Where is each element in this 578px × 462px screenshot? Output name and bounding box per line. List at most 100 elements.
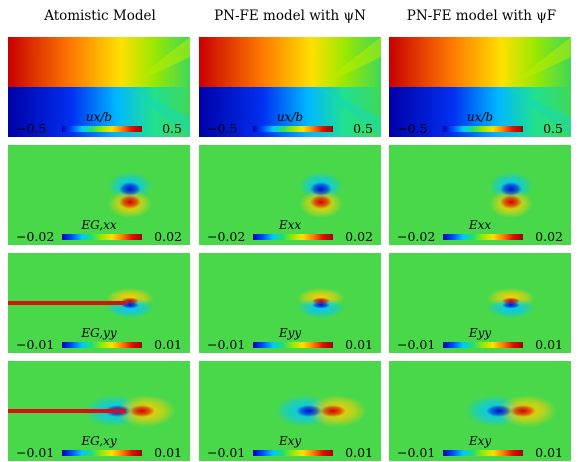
colorbar-gradient xyxy=(62,234,142,240)
colorbar: Eyy −0.01 0.01 xyxy=(389,327,571,351)
field-map xyxy=(8,145,190,245)
colorbar-max-label: 0.02 xyxy=(345,229,373,244)
negative-lobe xyxy=(296,405,322,417)
colorbar-min-label: −0.01 xyxy=(16,445,55,460)
colorbar-gradient xyxy=(253,234,333,240)
field-label: Exx xyxy=(468,218,492,232)
colorbar-gradient xyxy=(62,342,142,348)
colorbar-min-label: −0.5 xyxy=(16,121,47,136)
colorbar: ux/b −0.5 0.5 xyxy=(199,111,381,135)
field-label: Exy xyxy=(468,434,492,448)
colorbar-max-label: 0.01 xyxy=(535,445,563,460)
colorbar: EG,yy −0.01 0.01 xyxy=(8,327,190,351)
colorbar: EG,xy −0.01 0.01 xyxy=(8,435,190,459)
field-panel-exx-col3: Exx −0.02 0.02 xyxy=(389,145,571,245)
field-map xyxy=(389,253,571,353)
field-panel-exy-col2: Exy −0.01 0.01 xyxy=(199,361,381,461)
field-panel-exx-col2: Exx −0.02 0.02 xyxy=(199,145,381,245)
field-panel-exx-col1: EG,xx −0.02 0.02 xyxy=(8,145,190,245)
colorbar-gradient xyxy=(253,342,333,348)
colorbar: Eyy −0.01 0.01 xyxy=(199,327,381,351)
colorbar-max-label: 0.01 xyxy=(154,445,182,460)
field-panel-ux-col3: ux/b −0.5 0.5 xyxy=(389,37,571,137)
slip-plane-line xyxy=(8,301,126,305)
colorbar-min-label: −0.02 xyxy=(207,229,246,244)
field-label: ux/b xyxy=(85,110,113,124)
colorbar-min-label: −0.5 xyxy=(397,121,428,136)
colorbar-min-label: −0.01 xyxy=(397,337,436,352)
colorbar-min-label: −0.02 xyxy=(397,229,436,244)
colorbar-max-label: 0.01 xyxy=(535,337,563,352)
colorbar-max-label: 0.02 xyxy=(535,229,563,244)
field-label: Exy xyxy=(278,434,302,448)
positive-lobe xyxy=(119,195,141,209)
field-panel-eyy-col1: EG,yy −0.01 0.01 xyxy=(8,253,190,353)
colorbar-min-label: −0.02 xyxy=(16,229,55,244)
slip-plane-line xyxy=(8,409,126,413)
field-label: Eyy xyxy=(278,326,302,340)
colorbar: Exy −0.01 0.01 xyxy=(199,435,381,459)
field-label: ux/b xyxy=(466,110,494,124)
colorbar-gradient xyxy=(253,126,333,132)
negative-lobe xyxy=(119,182,141,196)
field-panel-eyy-col3: Eyy −0.01 0.01 xyxy=(389,253,571,353)
colorbar-max-label: 0.5 xyxy=(543,121,563,136)
colorbar: Exy −0.01 0.01 xyxy=(389,435,571,459)
field-panel-eyy-col2: Eyy −0.01 0.01 xyxy=(199,253,381,353)
field-map xyxy=(389,145,571,245)
colorbar-min-label: −0.5 xyxy=(207,121,238,136)
positive-lobe xyxy=(510,405,536,417)
field-label: ux/b xyxy=(276,110,304,124)
colorbar-max-label: 0.5 xyxy=(353,121,373,136)
negative-lobe xyxy=(500,182,522,196)
colorbar-gradient xyxy=(443,342,523,348)
field-map xyxy=(8,361,190,461)
negative-lobe xyxy=(486,405,512,417)
field-label: EG,xy xyxy=(81,434,117,448)
column-title-pn-fe-psi-n: PN-FE model with ψN xyxy=(214,8,366,24)
field-map xyxy=(199,37,381,137)
colorbar-max-label: 0.5 xyxy=(162,121,182,136)
colorbar-max-label: 0.01 xyxy=(345,445,373,460)
positive-lobe xyxy=(129,405,155,417)
negative-lobe xyxy=(502,301,520,309)
field-label: EG,xx xyxy=(81,218,117,232)
positive-lobe xyxy=(310,195,332,209)
field-map xyxy=(389,361,571,461)
field-panel-ux-col2: ux/b −0.5 0.5 xyxy=(199,37,381,137)
colorbar: ux/b −0.5 0.5 xyxy=(389,111,571,135)
colorbar: Exx −0.02 0.02 xyxy=(199,219,381,243)
field-map xyxy=(199,145,381,245)
negative-lobe xyxy=(310,182,332,196)
colorbar: EG,xx −0.02 0.02 xyxy=(8,219,190,243)
positive-lobe xyxy=(500,195,522,209)
colorbar-min-label: −0.01 xyxy=(397,445,436,460)
colorbar-min-label: −0.01 xyxy=(207,445,246,460)
column-title-pn-fe-psi-f: PN-FE model with ψF xyxy=(406,8,557,24)
colorbar-gradient xyxy=(443,450,523,456)
column-title-atomistic: Atomistic Model xyxy=(44,8,156,24)
field-label: EG,yy xyxy=(81,326,117,340)
field-panel-ux-col1: ux/b −0.5 0.5 xyxy=(8,37,190,137)
field-panel-exy-col1: EG,xy −0.01 0.01 xyxy=(8,361,190,461)
colorbar-max-label: 0.01 xyxy=(154,337,182,352)
field-label: Eyy xyxy=(468,326,492,340)
field-label: Exx xyxy=(278,218,302,232)
colorbar-gradient xyxy=(443,126,523,132)
field-map xyxy=(199,253,381,353)
colorbar-gradient xyxy=(253,450,333,456)
field-map xyxy=(199,361,381,461)
positive-lobe xyxy=(320,405,346,417)
colorbar-gradient xyxy=(443,234,523,240)
colorbar-min-label: −0.01 xyxy=(16,337,55,352)
colorbar: Exx −0.02 0.02 xyxy=(389,219,571,243)
field-panel-exy-col3: Exy −0.01 0.01 xyxy=(389,361,571,461)
negative-lobe xyxy=(312,301,330,309)
colorbar-gradient xyxy=(62,126,142,132)
colorbar-min-label: −0.01 xyxy=(207,337,246,352)
field-map xyxy=(8,37,190,137)
field-map xyxy=(8,253,190,353)
colorbar-max-label: 0.01 xyxy=(345,337,373,352)
colorbar-gradient xyxy=(62,450,142,456)
colorbar-max-label: 0.02 xyxy=(154,229,182,244)
